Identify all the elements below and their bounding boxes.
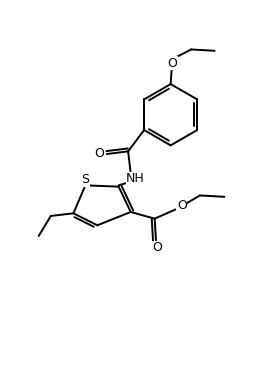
Text: O: O <box>167 57 177 70</box>
Text: O: O <box>94 147 104 160</box>
Text: O: O <box>152 241 162 254</box>
Text: NH: NH <box>126 172 145 185</box>
Text: S: S <box>81 173 89 186</box>
Text: O: O <box>177 199 187 212</box>
